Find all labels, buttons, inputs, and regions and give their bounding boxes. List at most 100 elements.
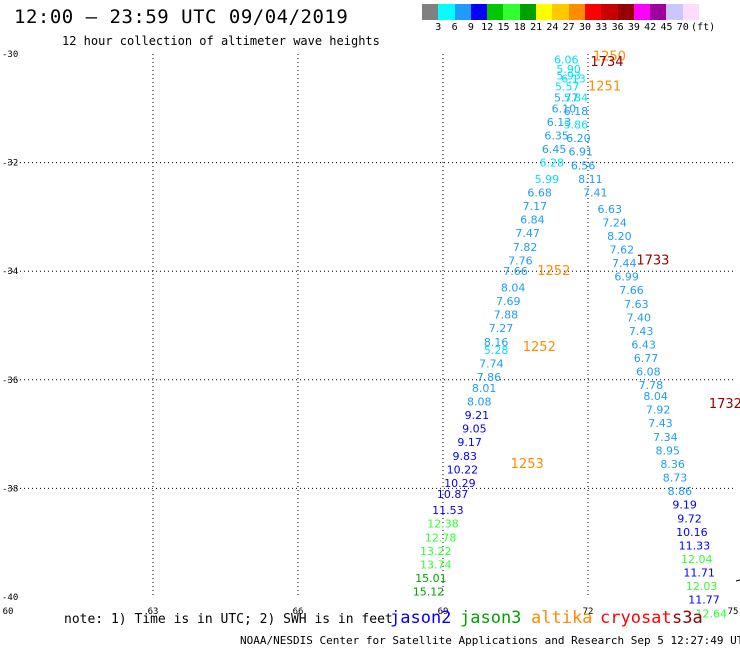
swh-value-label: 6.56 xyxy=(571,159,596,172)
pass-time-label: 1251 xyxy=(588,80,621,95)
swh-value-label: 6.35 xyxy=(544,129,569,142)
footer-credit: NOAA/NESDIS Center for Satellite Applica… xyxy=(240,634,740,647)
latitude-label: -30 xyxy=(2,50,18,60)
swh-value-label: 8.01 xyxy=(472,382,497,395)
swh-value-label: 12.78 xyxy=(425,531,457,544)
swh-value-label: 6.10 xyxy=(552,102,577,115)
swh-value-label: 7.41 xyxy=(583,186,608,199)
swh-value-label: 7.43 xyxy=(629,325,654,338)
colorbar-label: 36 xyxy=(611,22,624,33)
swh-value-label: 7.74 xyxy=(479,358,504,371)
swh-value-label: 7.63 xyxy=(624,298,649,311)
pass-time-label: 1734 xyxy=(590,55,623,70)
swh-value-label: 12.64 xyxy=(696,607,728,620)
swh-value-label: 6.13 xyxy=(547,116,572,129)
swh-value-label: 5.84 xyxy=(564,91,589,104)
colorbar-swatch xyxy=(666,4,683,20)
swh-value-label: 7.88 xyxy=(494,309,519,322)
swh-value-label: 12.04 xyxy=(681,553,713,566)
colorbar-swatch xyxy=(682,4,700,20)
legend-item-jason3: jason3 xyxy=(460,608,522,628)
swh-value-label: 6.28 xyxy=(540,157,565,170)
colorbar-label: 15 xyxy=(497,22,510,33)
latitude-label: -32 xyxy=(2,159,18,169)
colorbar-label: 33 xyxy=(595,22,608,33)
colorbar-swatch xyxy=(601,4,618,20)
colorbar-label: 9 xyxy=(467,22,474,33)
swh-value-label: 6.63 xyxy=(598,203,623,216)
swh-value-label: 15.12 xyxy=(413,586,445,599)
colorbar-labels: 3 6 9 12 15 18 21 24 27 30 33 36 39 42 45 70 (ft) xyxy=(422,22,734,34)
colorbar-swatch xyxy=(487,4,504,20)
swh-value-label: 6.18 xyxy=(564,105,589,118)
swh-value-label: 11.53 xyxy=(432,504,464,517)
colorbar-swatch xyxy=(617,4,634,20)
swh-value-label: 9.19 xyxy=(672,499,697,512)
swh-value-label: 7.76 xyxy=(508,254,533,267)
swh-value-label: 5.93 xyxy=(556,70,581,83)
swh-value-label: 8.04 xyxy=(643,390,668,403)
swh-value-label: 9.72 xyxy=(677,512,702,525)
longitude-label: 63 xyxy=(148,607,159,617)
swh-value-label: 6.99 xyxy=(614,271,639,284)
legend-item-s3a: s3a xyxy=(672,608,703,628)
colorbar-swatch xyxy=(454,4,471,20)
colorbar-label: 27 xyxy=(562,22,575,33)
colorbar-label: 3 xyxy=(435,22,442,33)
swh-value-label: 7.92 xyxy=(646,404,671,417)
colorbar-label: 21 xyxy=(530,22,543,33)
swh-value-label: 8.08 xyxy=(467,396,492,409)
swh-value-label: 9.21 xyxy=(465,409,490,422)
swh-value-label: 7.66 xyxy=(503,265,528,278)
pass-time-label: 1252 xyxy=(523,340,556,355)
swh-value-label: 10.87 xyxy=(437,488,469,501)
swh-value-label: 10.16 xyxy=(676,526,708,539)
colorbar-swatch xyxy=(568,4,585,20)
swh-value-label: 6.91 xyxy=(569,146,594,159)
swh-value-label: 5.90 xyxy=(556,63,581,76)
swh-value-label: 7.34 xyxy=(653,431,678,444)
colorbar-swatch xyxy=(699,4,716,20)
swh-value-label: 7.27 xyxy=(489,322,514,335)
swh-value-label: 7.82 xyxy=(513,241,538,254)
page-title: 12:00 – 23:59 UTC 09/04/2019 xyxy=(14,6,349,28)
swh-value-label: 10.22 xyxy=(447,463,479,476)
colorbar-swatch xyxy=(633,4,651,20)
latitude-label: -34 xyxy=(2,267,18,277)
colorbar-swatch xyxy=(422,4,439,20)
swh-value-label: 8.20 xyxy=(607,230,632,243)
legend-item-jason2: jason2 xyxy=(390,608,452,628)
swh-value-label: 11.33 xyxy=(679,539,711,552)
colorbar-label: (ft) xyxy=(691,22,716,33)
swh-value-label: 7.69 xyxy=(496,295,521,308)
legend-item-altika: altika xyxy=(531,608,593,628)
swh-value-label: 9.17 xyxy=(457,436,482,449)
swh-value-label: 7.62 xyxy=(610,243,635,256)
colorbar-swatch xyxy=(503,4,520,20)
swh-value-label: 7.43 xyxy=(648,417,673,430)
colorbar-label: 24 xyxy=(546,22,559,33)
swh-value-label: 7.78 xyxy=(639,379,664,392)
colorbar-swatch xyxy=(552,4,569,20)
colorbar-swatch xyxy=(584,4,602,20)
swh-value-label: 8.04 xyxy=(501,281,526,294)
swh-value-label: 5.57 xyxy=(555,81,580,94)
swh-value-label: 8.86 xyxy=(668,485,693,498)
swh-value-label: 6.68 xyxy=(527,186,552,199)
swh-value-label: 13.74 xyxy=(420,558,452,571)
swh-value-label: 8.73 xyxy=(663,472,688,485)
swh-value-label: 6.06 xyxy=(554,53,579,66)
longitude-label: 60 xyxy=(3,607,14,617)
swh-value-label: 6.84 xyxy=(520,214,545,227)
pass-time-label: 1733 xyxy=(636,253,669,268)
swh-value-label: 9.05 xyxy=(462,423,487,436)
wave-height-colorbar xyxy=(422,4,716,20)
pass-time-label: 1252 xyxy=(537,264,570,279)
swh-value-label: 7.24 xyxy=(602,216,627,229)
swh-value-label: 15.01 xyxy=(415,572,447,585)
swh-value-label: 12.38 xyxy=(427,518,459,531)
swh-value-label: 5.99 xyxy=(535,173,560,186)
latitude-label: -38 xyxy=(2,484,18,494)
swh-value-label: 13.22 xyxy=(420,545,452,558)
